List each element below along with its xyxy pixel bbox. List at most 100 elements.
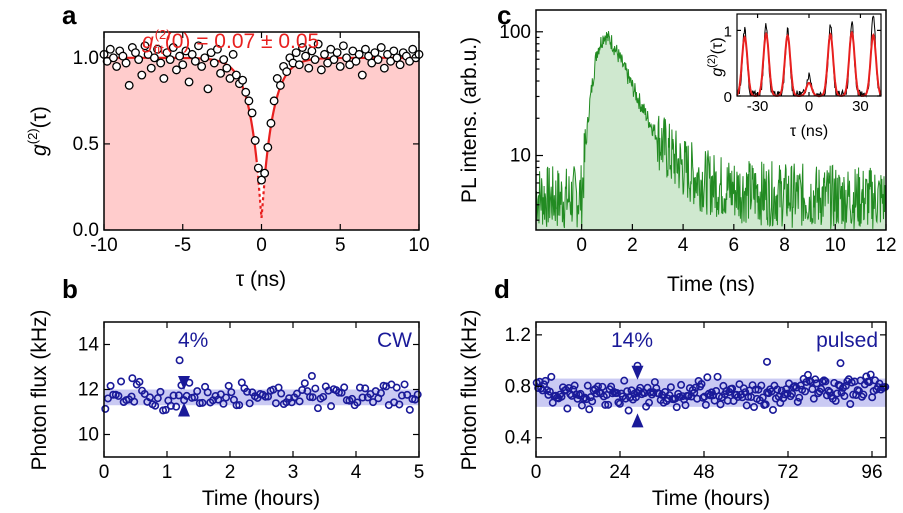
d-plot-data-point xyxy=(586,393,595,402)
d-plot-data-point xyxy=(601,400,610,409)
d-plot-x-tick-label: 48 xyxy=(693,462,714,483)
panel-a-data-point xyxy=(140,41,150,51)
d-plot-data-point xyxy=(841,381,850,390)
b-plot-data-point xyxy=(271,399,280,408)
b-plot-data-point xyxy=(397,391,406,400)
b-plot-data-point xyxy=(340,383,349,392)
inset-y-axis-label: g(2)(τ) xyxy=(706,37,726,76)
d-plot-data-point xyxy=(796,381,805,390)
b-plot-data-point xyxy=(369,398,378,407)
d-plot-data-point xyxy=(697,380,706,389)
d-plot-data-point xyxy=(716,400,725,409)
b-plot-x-tick-label: 4 xyxy=(351,462,362,483)
b-plot-data-point xyxy=(358,393,367,402)
d-plot-data-point xyxy=(833,389,842,398)
d-plot-data-point xyxy=(809,394,818,403)
panel-c-x-axis-label: Time (ns) xyxy=(667,273,755,296)
panel-d-label: d xyxy=(494,274,510,304)
panel-c-x-tick-label: 10 xyxy=(825,235,846,256)
panel-a-fit-annotation: g(2) fit(0) = 0.07 ± 0.05 xyxy=(142,27,319,57)
d-plot-data-point xyxy=(585,405,594,414)
panel-a-fit-curve-center-dashed xyxy=(256,169,267,219)
panel-a-data-point xyxy=(228,49,238,59)
panel-d-x-axis-label: Time (hours) xyxy=(652,487,770,510)
d-plot-data-point xyxy=(825,388,834,397)
panel-a-plot-area: -10 -5 0 5 10 0.0 0.5 1.0 xyxy=(73,32,430,256)
d-plot-data-point xyxy=(691,383,700,392)
panel-c-y-tick-label: 100 xyxy=(499,22,531,43)
d-plot-y-tick-label: 1.2 xyxy=(505,325,531,346)
d-plot-data-point xyxy=(698,393,707,402)
b-plot-data-point xyxy=(277,389,286,398)
d-plot-data-point xyxy=(821,377,830,386)
d-plot-data-point xyxy=(751,385,760,394)
b-plot-data-point xyxy=(361,384,370,393)
b-plot-data-point xyxy=(327,402,336,411)
d-plot-data-point xyxy=(758,393,767,402)
inset-x-axis-label: τ (ns) xyxy=(790,123,828,140)
d-plot-data-point xyxy=(793,397,802,406)
d-plot-y-tick-label: 0.8 xyxy=(505,376,531,397)
fit-g-symbol: g xyxy=(142,30,154,53)
b-plot-data-point xyxy=(413,390,422,399)
d-plot-data-point xyxy=(728,384,737,393)
panel-a-data-point xyxy=(178,60,188,70)
inset-y-tick-label: 0 xyxy=(724,89,732,106)
panel-c-x-tick-label: 4 xyxy=(678,235,689,256)
panel-a-data-point xyxy=(241,87,251,97)
panel-a-data-point xyxy=(134,55,144,64)
panel-a-data-point xyxy=(301,51,311,61)
b-plot-data-point xyxy=(311,384,320,393)
panel-a-data-point xyxy=(156,58,166,68)
panel-a-data-point xyxy=(247,108,257,118)
panel-a-data-point xyxy=(175,51,185,61)
panel-a-data-point xyxy=(216,68,225,78)
inset-frame xyxy=(736,13,882,97)
panel-a-data-point xyxy=(294,60,304,70)
panel-a-data-point xyxy=(171,65,181,75)
d-plot-data-point xyxy=(703,373,712,382)
panel-c-x-tick-label: 8 xyxy=(779,235,790,256)
panel-b-y-axis-label: Photon flux (kHz) xyxy=(28,309,51,470)
panel-c-x-tick-label: 2 xyxy=(627,235,638,256)
b-plot-data-point xyxy=(106,381,115,390)
d-plot-data-point xyxy=(621,394,630,403)
panel-a-data-point xyxy=(231,70,241,80)
d-plot-data-point xyxy=(645,398,654,407)
panel-a-x-axis-label: τ (ns) xyxy=(236,268,286,291)
inset-y-tick-label: 1 xyxy=(724,23,732,40)
panel-a-data-point xyxy=(250,136,260,145)
panel-a-x-tick-label: -5 xyxy=(174,235,191,256)
b-plot-y-tick-label: 12 xyxy=(78,380,99,401)
b-plot-data-point xyxy=(169,391,178,400)
b-plot-data-point xyxy=(193,387,202,396)
panel-a-data-point xyxy=(291,48,301,58)
d-plot-data-point xyxy=(614,398,623,407)
panel-a-data-point xyxy=(149,53,159,63)
d-plot-data-point xyxy=(836,359,845,368)
d-plot-x-tick-label: 24 xyxy=(609,462,631,483)
panel-c-x-tick-label: 12 xyxy=(875,235,896,256)
panel-a-frame xyxy=(103,31,420,231)
fit-superscript: (2) xyxy=(155,27,171,42)
b-plot-data-point xyxy=(348,394,357,403)
d-plot-data-point xyxy=(620,376,629,385)
b-plot-data-point xyxy=(198,398,207,407)
panel-b-x-axis-label: Time (hours) xyxy=(202,487,320,510)
panel-c-inset: -30 0 30 0 1 g(2)(τ) τ (ns) xyxy=(705,11,885,140)
b-plot-data-point xyxy=(400,380,409,389)
panel-a-data-point xyxy=(320,49,329,59)
d-plot-arrow-down xyxy=(631,365,644,380)
fit-value: (0) = 0.07 ± 0.05 xyxy=(165,30,320,53)
panel-a-data-point xyxy=(137,70,147,80)
panel-c-pl-fill xyxy=(536,31,886,230)
b-plot-data-point xyxy=(292,389,301,398)
panel-a-data-point xyxy=(373,55,383,64)
panel-a-y-axis-label: g(2)(τ) xyxy=(25,106,51,156)
panel-a-data-point xyxy=(408,44,418,54)
d-plot-arrow-up xyxy=(631,413,644,428)
panel-a-data-point xyxy=(153,44,162,54)
